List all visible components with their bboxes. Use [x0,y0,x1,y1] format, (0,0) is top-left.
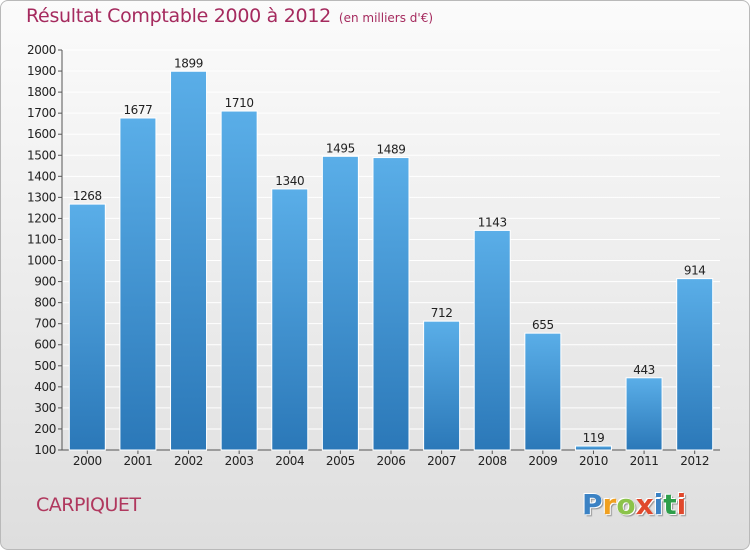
bar-2002 [170,70,208,451]
proxiti-logo: Proxiti [582,488,686,521]
bar-2009 [524,332,562,451]
logo-letter: o [616,488,636,521]
chart-unit-label: (en milliers d'€) [338,11,434,25]
logo-letter: P [582,488,603,521]
y-tick-label: 400 [34,380,56,394]
x-tick-label: 2004 [275,454,304,468]
bar-value-label: 1710 [225,96,254,110]
chart-title-text: Résultat Comptable 2000 à 2012 [26,5,331,27]
y-tick-label: 900 [34,275,56,289]
bar-value-label: 1495 [326,141,355,155]
x-tick-label: 2000 [73,454,102,468]
y-tick-label: 1100 [27,232,56,246]
y-tick-label: 700 [34,317,56,331]
logo-letter: i [653,488,664,521]
bar-value-label: 1143 [478,215,507,229]
x-tick-label: 2007 [427,454,456,468]
bar-2000 [68,203,106,451]
y-tick-label: 1800 [27,85,56,99]
bar-2012 [676,278,714,451]
bar-value-label: 914 [684,264,706,278]
x-tick-label: 2001 [123,454,152,468]
y-tick-label: 1300 [27,190,56,204]
y-tick-label: 1200 [27,211,56,225]
y-tick-label: 1600 [27,127,56,141]
x-tick-label: 2002 [174,454,203,468]
chart-title: Résultat Comptable 2000 à 2012 (en millie… [26,5,433,27]
bar-2007 [423,320,461,451]
y-tick-label: 200 [34,422,56,436]
logo-letter: r [602,488,617,521]
bar-value-label: 1899 [174,56,203,70]
bar-2006 [372,157,410,451]
x-tick-label: 2011 [630,454,659,468]
bar-2003 [220,110,258,451]
x-tick-label: 2010 [579,454,608,468]
bar-value-label: 1268 [73,189,102,203]
y-tick-label: 1500 [27,148,56,162]
y-tick-label: 800 [34,296,56,310]
bar-2010 [574,445,612,451]
x-tick-label: 2005 [326,454,355,468]
bar-value-label: 443 [633,363,655,377]
bar-value-label: 119 [583,431,605,445]
y-tick-label: 1000 [27,254,56,268]
bar-2008 [473,229,511,451]
logo-letter: t [663,488,677,521]
y-tick-label: 300 [34,401,56,415]
x-tick-label: 2009 [528,454,557,468]
data-labels: 1268 1677 1899 1710 1340 1495 1489 712 1143 655 11… [73,56,706,445]
logo-letter: x [635,488,654,521]
bar-2001 [119,117,157,451]
commune-name: CARPIQUET [36,494,141,516]
x-tick-label: 2012 [680,454,709,468]
bar-value-label: 1489 [377,143,406,157]
y-axis-ticks: 100 200 300 400 500 600 700 800 900 1000 1100 1200 1… [27,43,56,457]
bar-value-label: 1677 [123,103,152,117]
bar-2011 [625,377,663,451]
bars [68,70,714,451]
bar-value-label: 655 [532,318,554,332]
logo-letter: i [676,488,687,521]
y-tick-label: 1400 [27,169,56,183]
bar-value-label: 712 [431,306,453,320]
x-tick-label: 2003 [225,454,254,468]
y-tick-label: 1700 [27,106,56,120]
bar-value-label: 1340 [275,174,304,188]
bar-2005 [321,155,359,451]
bar-2004 [271,188,309,451]
y-tick-label: 500 [34,359,56,373]
y-tick-label: 600 [34,338,56,352]
y-tick-label: 1900 [27,64,56,78]
x-tick-label: 2006 [377,454,406,468]
x-axis-ticks: 2000 2001 2002 2003 2004 2005 2006 2007 2008 2009… [73,454,710,468]
y-tick-label: 100 [34,443,56,457]
y-tick-label: 2000 [27,43,56,57]
x-tick-label: 2008 [478,454,507,468]
